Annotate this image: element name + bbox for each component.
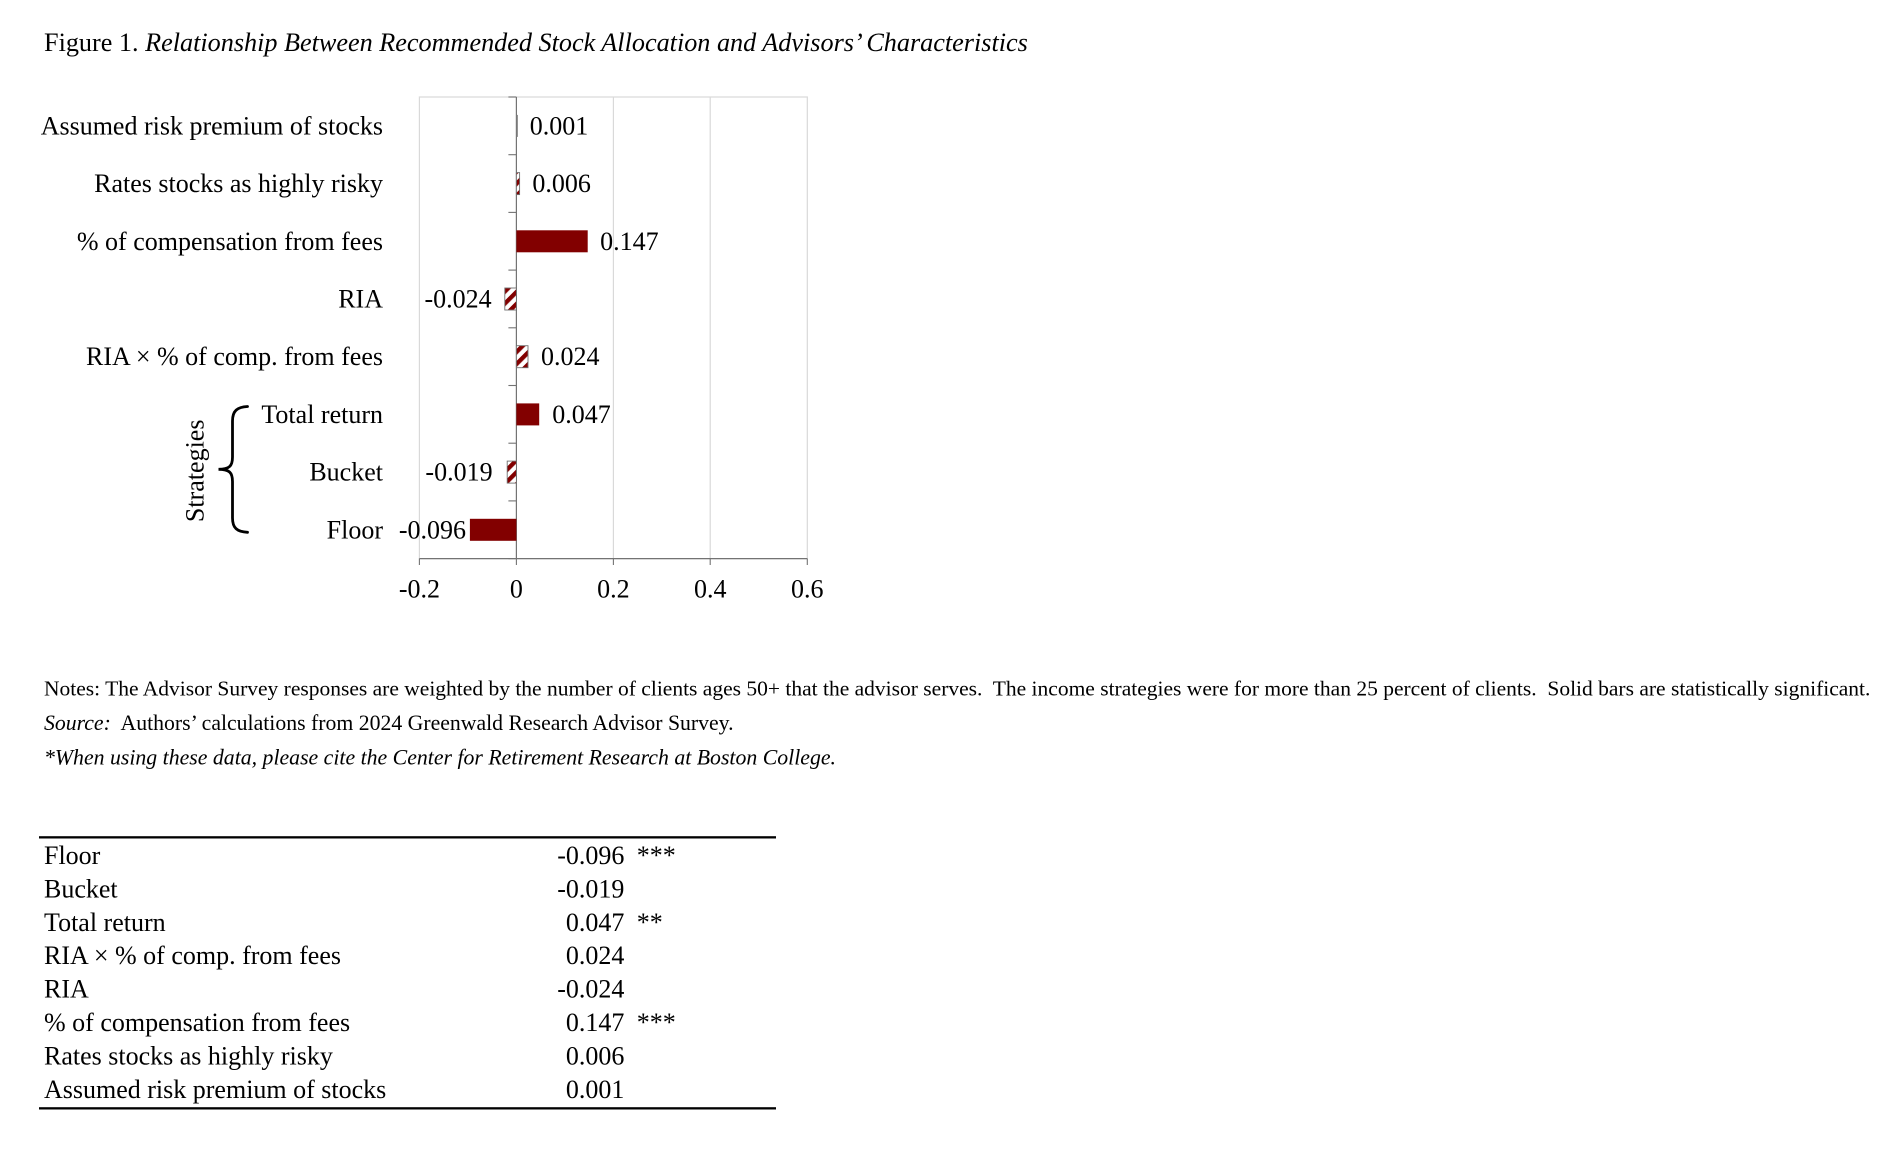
svg-text:RIA × % of comp. from fees: RIA × % of comp. from fees — [86, 342, 383, 371]
svg-text:***: *** — [637, 841, 676, 870]
svg-text:Source: Authors’ calculations: Source: Authors’ calculations from 2024 … — [44, 711, 734, 735]
svg-text:% of compensation from fees: % of compensation from fees — [77, 227, 383, 256]
svg-text:-0.019: -0.019 — [557, 874, 624, 903]
svg-text:Total return: Total return — [44, 908, 166, 937]
svg-text:0.001: 0.001 — [530, 111, 589, 140]
svg-text:0.147: 0.147 — [600, 227, 659, 256]
svg-text:Total return: Total return — [261, 400, 383, 429]
svg-text:Assumed risk premium of stocks: Assumed risk premium of stocks — [44, 1075, 386, 1104]
svg-text:-0.096: -0.096 — [399, 515, 466, 544]
svg-text:-0.096: -0.096 — [557, 841, 624, 870]
svg-text:**: ** — [637, 908, 663, 937]
svg-text:RIA × % of comp. from fees: RIA × % of comp. from fees — [44, 941, 341, 970]
svg-text:Floor: Floor — [327, 515, 384, 544]
svg-text:***: *** — [637, 1008, 676, 1037]
svg-text:Bucket: Bucket — [309, 458, 383, 487]
svg-text:0.6: 0.6 — [791, 575, 824, 604]
svg-text:RIA: RIA — [44, 975, 89, 1004]
svg-text:0.001: 0.001 — [566, 1075, 625, 1104]
svg-text:0.047: 0.047 — [552, 400, 611, 429]
svg-text:Figure 1. Relationship Between: Figure 1. Relationship Between Recommend… — [44, 28, 1028, 57]
svg-text:*When using these data, please: *When using these data, please cite the … — [44, 746, 836, 770]
svg-text:-0.024: -0.024 — [425, 285, 492, 314]
svg-text:-0.024: -0.024 — [557, 975, 624, 1004]
svg-text:0.4: 0.4 — [694, 575, 727, 604]
svg-text:% of compensation from fees: % of compensation from fees — [44, 1008, 350, 1037]
svg-text:0.047: 0.047 — [566, 908, 625, 937]
svg-text:Floor: Floor — [44, 841, 101, 870]
svg-text:Notes: The Advisor Survey resp: Notes: The Advisor Survey responses are … — [44, 677, 1870, 701]
svg-text:Bucket: Bucket — [44, 874, 118, 903]
svg-text:0.006: 0.006 — [532, 169, 591, 198]
svg-text:0.2: 0.2 — [597, 575, 630, 604]
svg-text:0.024: 0.024 — [541, 342, 600, 371]
svg-text:-0.019: -0.019 — [425, 458, 492, 487]
svg-text:0.024: 0.024 — [566, 941, 625, 970]
svg-text:0.006: 0.006 — [566, 1041, 625, 1070]
svg-text:Assumed risk premium of stocks: Assumed risk premium of stocks — [41, 111, 383, 140]
svg-text:Strategies: Strategies — [181, 420, 210, 523]
svg-text:Rates stocks as highly risky: Rates stocks as highly risky — [44, 1041, 333, 1070]
svg-text:0.147: 0.147 — [566, 1008, 625, 1037]
svg-text:0: 0 — [510, 575, 523, 604]
svg-text:RIA: RIA — [338, 285, 383, 314]
svg-text:Rates stocks as highly risky: Rates stocks as highly risky — [94, 169, 383, 198]
svg-text:-0.2: -0.2 — [399, 575, 440, 604]
